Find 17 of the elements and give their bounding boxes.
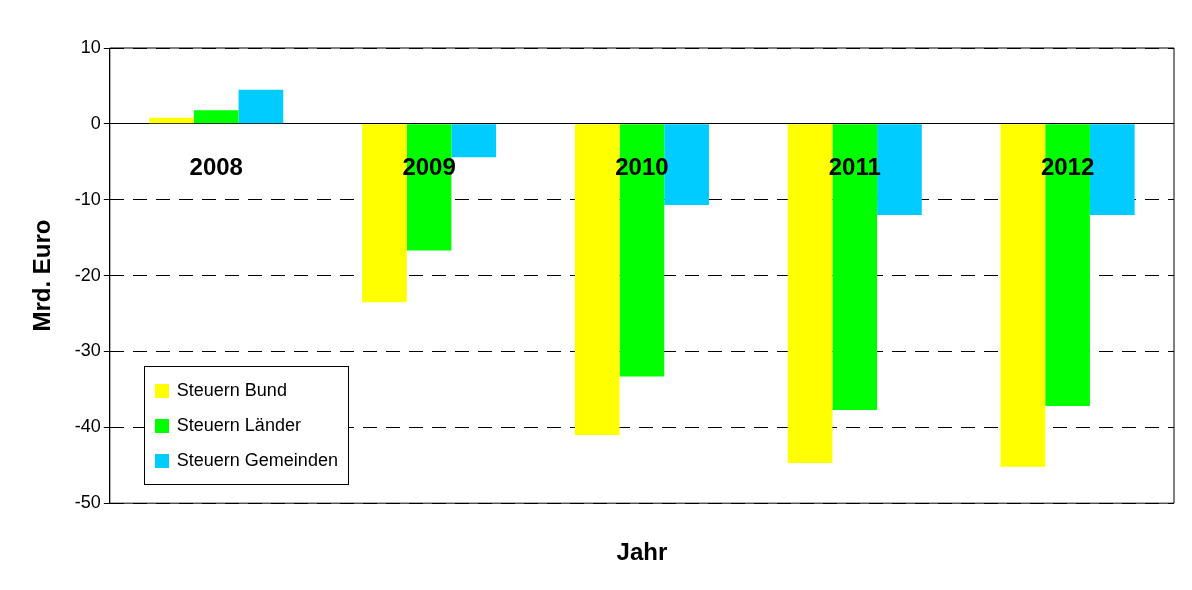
bar	[238, 89, 284, 124]
x-axis-title: Jahr	[616, 538, 668, 566]
bar	[451, 124, 497, 158]
bar	[193, 110, 239, 124]
y-tick-label: 0	[90, 112, 101, 133]
y-axis-title: Mrd. Euro	[28, 219, 56, 332]
y-tick-label: -10	[74, 188, 101, 209]
y-tick-label: -30	[74, 340, 101, 361]
x-tick-label: 2008	[189, 153, 243, 181]
y-tick-label: -50	[74, 492, 101, 513]
legend-label: Steuern Gemeinden	[175, 449, 338, 473]
y-tick-label: 10	[80, 36, 101, 57]
legend-label: Steuern Bund	[175, 379, 288, 403]
bar	[149, 117, 194, 124]
y-tick-label: -20	[74, 264, 101, 285]
legend-label: Steuern Länder	[175, 414, 302, 438]
y-tick-label: -40	[74, 416, 101, 437]
